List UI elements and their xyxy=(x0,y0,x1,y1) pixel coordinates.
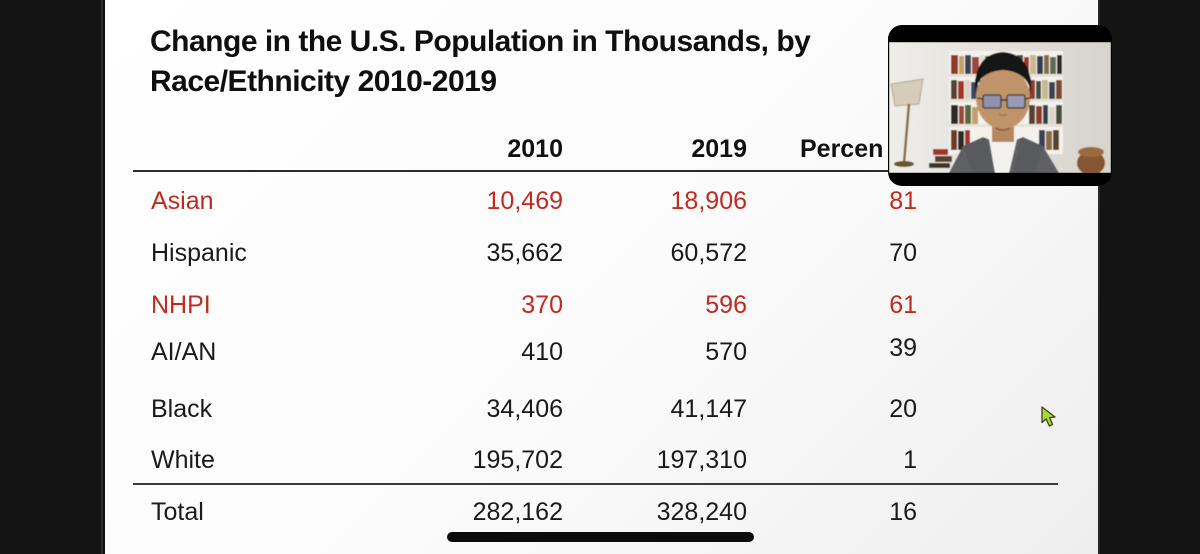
table-row-asian: Asian 10,469 18,906 81 xyxy=(105,186,1098,216)
floor-books xyxy=(929,149,952,168)
value-2019: 41,147 xyxy=(670,395,747,423)
floor-lamp xyxy=(890,78,924,167)
value-2010: 410 xyxy=(521,338,563,366)
total-divider xyxy=(133,483,1058,485)
row-label: Black xyxy=(151,395,213,423)
right-backdrop xyxy=(1098,0,1200,554)
row-label: NHPI xyxy=(151,291,211,319)
row-label: White xyxy=(151,446,215,474)
slide-title-line2: Race/Ethnicity 2010-2019 xyxy=(150,65,497,98)
value-2019: 328,240 xyxy=(656,498,747,526)
row-label: Hispanic xyxy=(151,239,247,267)
value-2010: 35,662 xyxy=(486,239,563,267)
webcam-tile[interactable] xyxy=(888,25,1112,186)
table-header-row: 2010 2019 Percen xyxy=(105,134,1098,164)
stool xyxy=(1077,147,1105,173)
header-2019: 2019 xyxy=(691,135,747,163)
header-divider xyxy=(133,170,1058,172)
table-row-white: White 195,702 197,310 1 xyxy=(105,445,1098,475)
table-row-nhpi: NHPI 370 596 61 xyxy=(105,290,1098,320)
value-percent: 81 xyxy=(889,187,917,215)
left-backdrop xyxy=(0,0,103,554)
presenter-video xyxy=(889,42,1111,173)
value-2010: 370 xyxy=(521,291,563,319)
row-label: Total xyxy=(151,498,204,526)
row-label: Asian xyxy=(151,187,214,215)
table-row-hispanic: Hispanic 35,662 60,572 70 xyxy=(105,238,1098,268)
presenter-video-scene xyxy=(889,42,1111,173)
green-arrow-pointer-icon xyxy=(1041,406,1056,427)
scroll-indicator-bar xyxy=(447,532,754,542)
table-row-black: Black 34,406 41,147 20 xyxy=(105,394,1098,424)
value-2019: 570 xyxy=(705,338,747,366)
presenter xyxy=(949,52,1059,173)
value-2010: 282,162 xyxy=(472,498,563,526)
value-percent: 61 xyxy=(889,291,917,319)
table-row-aian: AI/AN 410 570 39 xyxy=(105,334,1098,367)
slide-title: Change in the U.S. Population in Thousan… xyxy=(150,22,910,102)
table-row-total: Total 282,162 328,240 16 xyxy=(105,497,1098,527)
value-percent: 70 xyxy=(889,239,917,267)
value-2010: 195,702 xyxy=(472,446,563,474)
value-2019: 596 xyxy=(705,291,747,319)
value-2010: 34,406 xyxy=(486,395,563,423)
value-2010: 10,469 xyxy=(486,187,563,215)
header-percent: Percen xyxy=(800,135,884,163)
value-percent: 39 xyxy=(889,334,917,362)
value-percent: 1 xyxy=(903,446,917,474)
value-percent: 16 xyxy=(889,498,917,526)
value-2019: 197,310 xyxy=(656,446,747,474)
header-2010: 2010 xyxy=(507,135,563,163)
value-percent: 20 xyxy=(889,395,917,423)
value-2019: 60,572 xyxy=(670,239,747,267)
row-label: AI/AN xyxy=(151,338,217,366)
slide-title-line1: Change in the U.S. Population in Thousan… xyxy=(150,25,811,58)
value-2019: 18,906 xyxy=(670,187,747,215)
